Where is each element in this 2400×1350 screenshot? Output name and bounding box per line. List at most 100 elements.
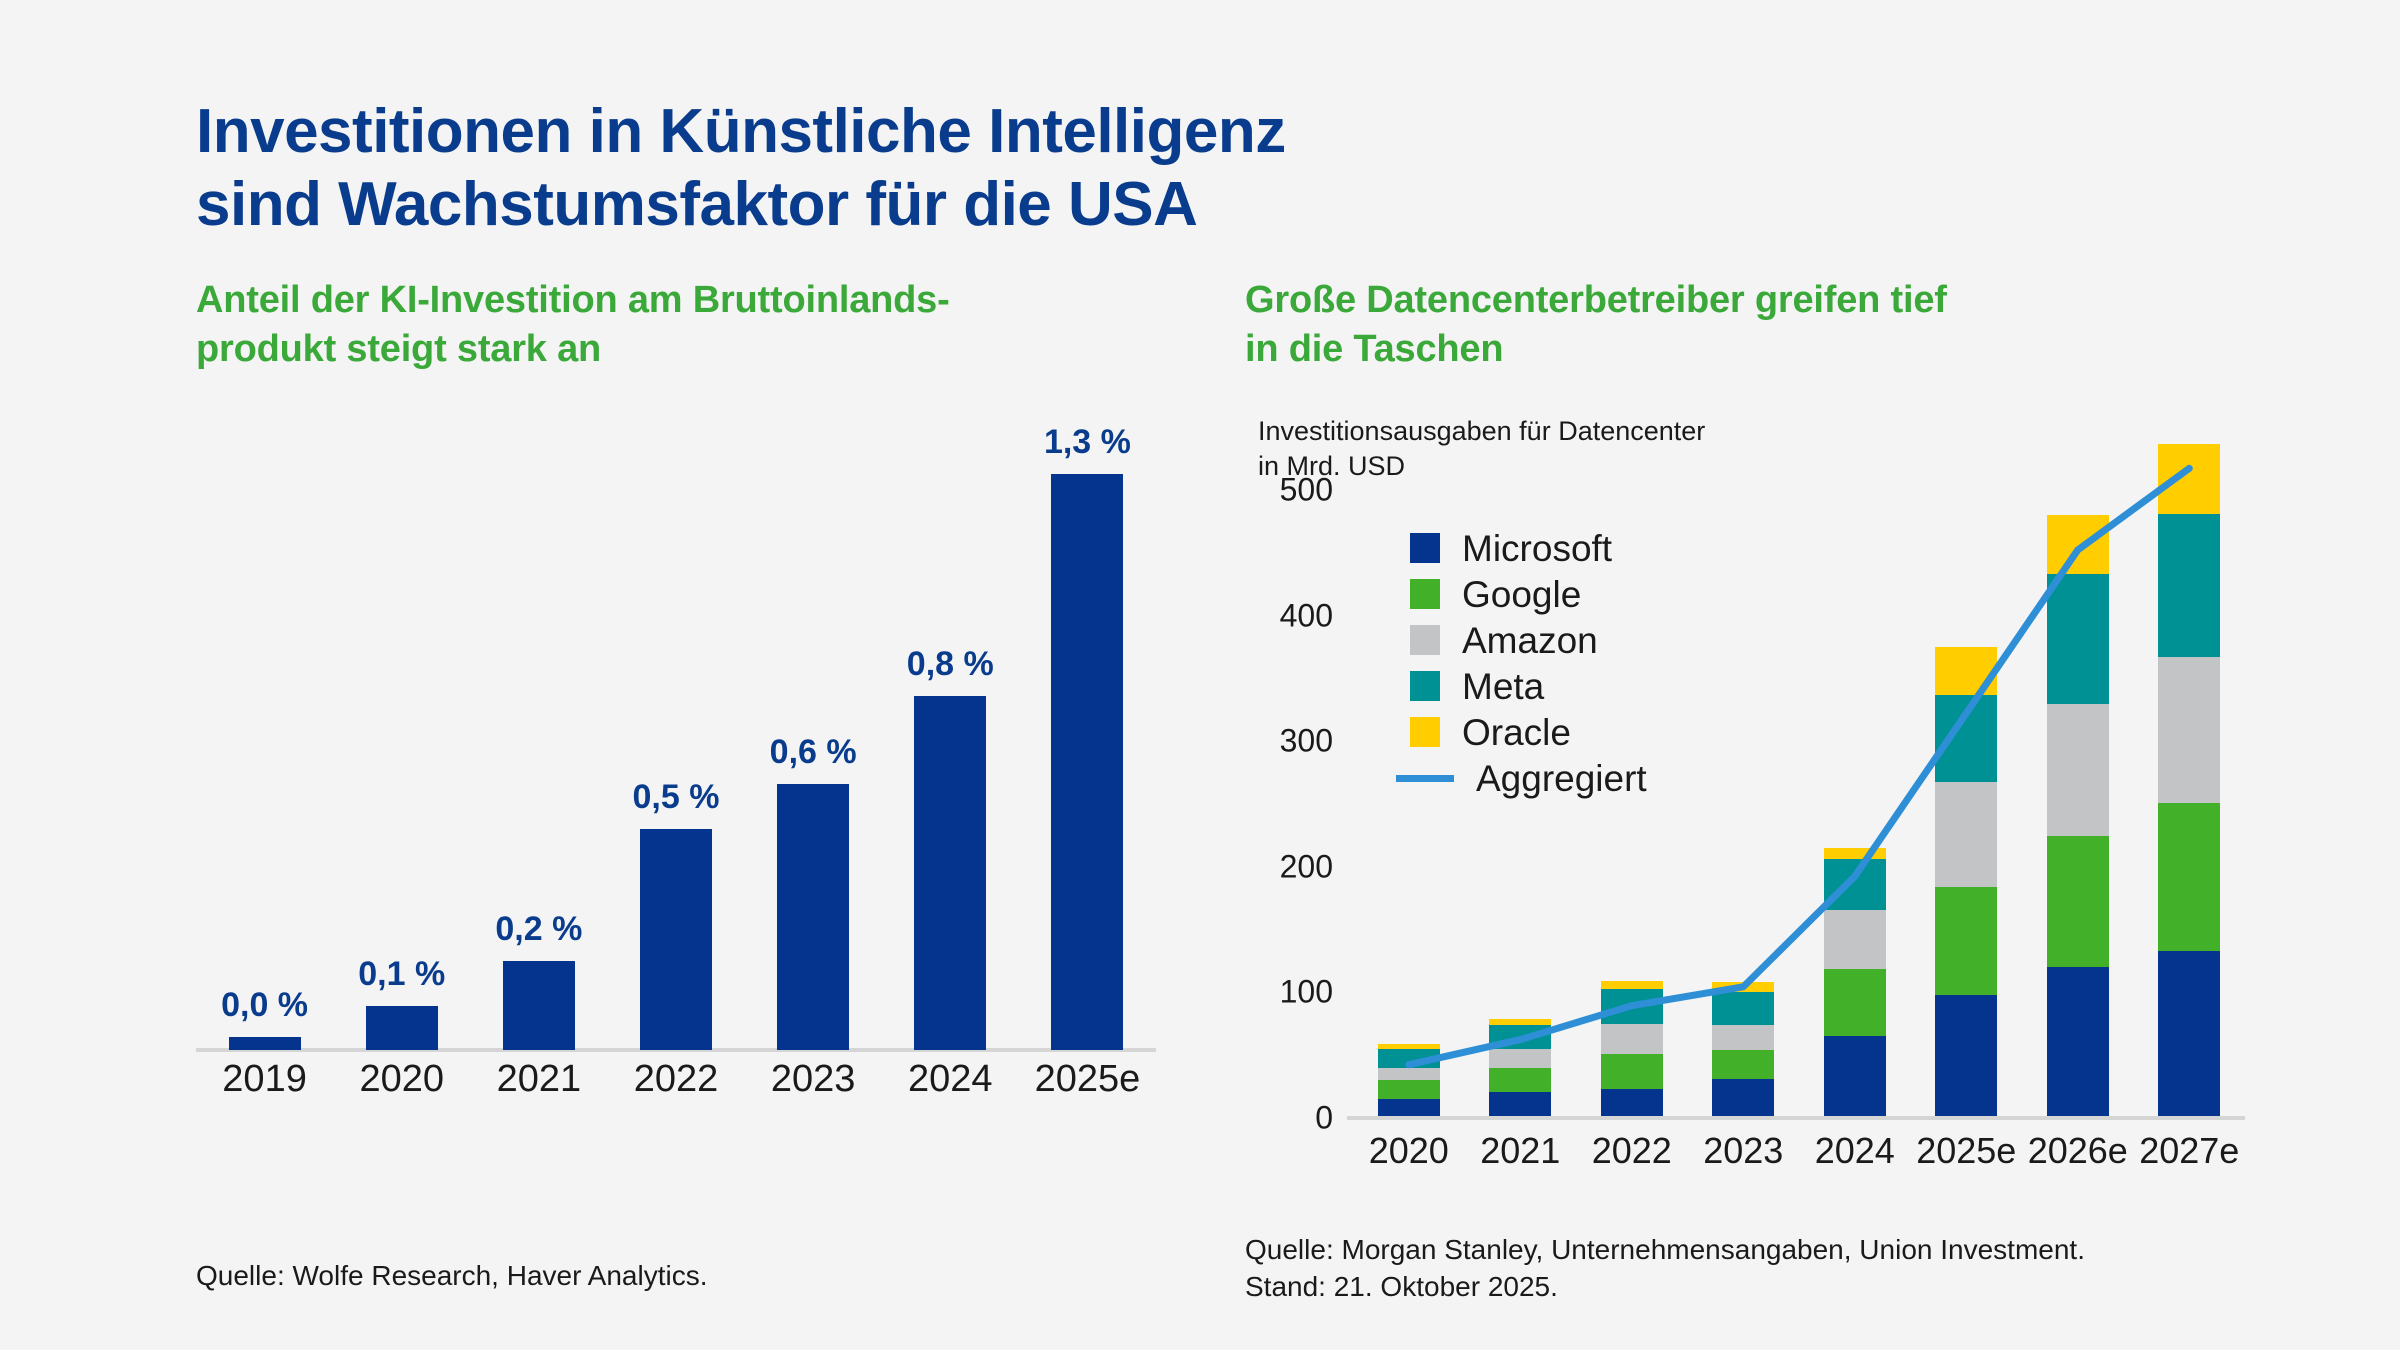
right-chart-x-label: 2021 — [1480, 1130, 1561, 1171]
right-chart-bar-segment-amazon — [1377, 1067, 1440, 1081]
right-chart-bar-segment-meta — [2158, 514, 2221, 658]
left-chart-bar-group: 0,0 % — [196, 430, 333, 1050]
right-chart-y-tick-label: 400 — [1279, 597, 1333, 634]
left-chart-bar-value: 0,5 % — [632, 778, 720, 816]
right-chart-bar-segment-amazon — [1600, 1023, 1663, 1054]
left-chart-subtitle-line-2: produkt steigt stark an — [196, 327, 602, 370]
legend-item-amazon: Amazon — [1410, 617, 1647, 663]
legend-item-label: Microsoft — [1462, 527, 1613, 569]
legend-item-label: Amazon — [1462, 619, 1598, 661]
right-chart-bar-segment-microsoft — [1823, 1036, 1886, 1118]
right-chart-x-axis — [1347, 1116, 2245, 1120]
right-chart-bar-segment-amazon — [1823, 909, 1886, 969]
legend-color-swatch — [1410, 579, 1440, 609]
right-chart-y-tick-label: 0 — [1315, 1099, 1333, 1136]
left-chart-bar-value: 0,8 % — [906, 645, 994, 683]
left-chart-bar-value: 0,0 % — [221, 986, 309, 1024]
left-chart-x-label: 2019 — [222, 1058, 307, 1100]
right-chart-bar-segment-microsoft — [1377, 1099, 1440, 1118]
right-chart-bar-segment-meta — [1935, 694, 1998, 782]
right-chart-axis-note-line-1: Investitionsausgaben für Datencenter — [1258, 416, 1706, 446]
legend-item-label: Meta — [1462, 665, 1545, 707]
right-chart-x-label: 2022 — [1591, 1130, 1672, 1171]
legend-item-label: Google — [1462, 573, 1582, 615]
right-chart-y-tick-label: 500 — [1279, 471, 1333, 508]
right-chart-bar-segment-meta — [1600, 988, 1663, 1024]
left-chart-x-label: 2025e — [1034, 1058, 1141, 1100]
page-title: Investitionen in Künstliche Intelligenz … — [196, 96, 1696, 241]
right-chart-bar-segment-meta — [1377, 1048, 1440, 1068]
right-chart-stacked-bar — [1600, 981, 1663, 1118]
left-chart-x-label: 2022 — [633, 1058, 719, 1100]
right-chart-bar-segment-meta — [2046, 574, 2109, 704]
left-chart-bar-group: 1,3 % — [1019, 423, 1156, 1050]
right-stacked-bar-chart: 0 100 200 300 400 500 2020 2021 2022 2023 2024 202… — [1245, 440, 2245, 1171]
right-chart-y-labels: 0 100 200 300 400 500 — [1245, 440, 1333, 1140]
legend-line-marker — [1396, 774, 1454, 782]
legend-color-swatch — [1410, 717, 1440, 747]
right-chart-x-labels: 2020 2021 2022 2023 2024 2025e 2026e 2027e — [1353, 1130, 2245, 1190]
right-chart-bar-segment-google — [1823, 968, 1886, 1037]
right-chart-stacked-bar — [1489, 1018, 1552, 1118]
left-chart-bar-value: 0,6 % — [769, 733, 857, 771]
left-chart-bar — [1051, 474, 1124, 1050]
right-chart-stacked-bar — [1712, 982, 1775, 1118]
left-chart-bar — [777, 784, 850, 1050]
left-chart-bar-group: 0,6 % — [745, 430, 882, 1050]
legend-color-swatch — [1410, 625, 1440, 655]
right-chart-bar-segment-oracle — [2046, 515, 2109, 575]
right-chart-bar-segment-oracle — [1823, 848, 1886, 860]
right-chart-bar-segment-amazon — [2046, 703, 2109, 836]
left-chart-bars: 0,0 % 0,1 % 0,2 % 0,5 % 0,6 % 0,8 % 1,3 % — [196, 423, 1156, 1050]
right-chart-bar-segment-google — [2046, 835, 2109, 968]
left-chart-x-axis — [196, 1048, 1156, 1052]
right-chart-bar-segment-oracle — [1935, 647, 1998, 695]
right-chart-stacked-bar — [1823, 848, 1886, 1118]
right-chart-bar-segment-amazon — [2158, 657, 2221, 803]
right-chart-bar-segment-microsoft — [2158, 951, 2221, 1118]
right-chart-source: Quelle: Morgan Stanley, Unternehmensanga… — [1245, 1232, 2085, 1306]
right-chart-bar-segment-amazon — [1489, 1048, 1552, 1068]
left-bar-chart: 0,0 % 0,1 % 0,2 % 0,5 % 0,6 % 0,8 % 1,3 % 2019… — [196, 390, 1156, 1130]
right-chart-y-tick-label: 200 — [1279, 848, 1333, 885]
right-chart-bar-segment-oracle — [1600, 981, 1663, 989]
left-chart-bar — [639, 829, 712, 1050]
right-chart-source-line-1: Quelle: Morgan Stanley, Unternehmensanga… — [1245, 1234, 2085, 1265]
right-chart-stacked-bar — [1377, 1043, 1440, 1118]
right-chart-stacked-bar — [2046, 515, 2109, 1118]
right-chart-panel: Große Datencenterbetreiber greifen tief … — [1245, 276, 2245, 373]
left-chart-bar — [914, 696, 987, 1050]
right-chart-subtitle-line-2: in die Taschen — [1245, 327, 1504, 370]
right-chart-bar-segment-google — [2158, 802, 2221, 952]
left-chart-x-label: 2023 — [770, 1058, 856, 1100]
right-chart-legend: Microsoft Google Amazon Meta Oracle Aggregier… — [1396, 525, 1647, 801]
left-chart-x-label: 2024 — [908, 1058, 993, 1100]
right-chart-bar-segment-oracle — [2158, 443, 2221, 515]
left-chart-x-label: 2020 — [359, 1058, 444, 1100]
left-chart-bar-group: 0,5 % — [607, 430, 744, 1050]
right-chart-y-tick-label: 100 — [1279, 973, 1333, 1010]
legend-item-aggregiert: Aggregiert — [1396, 755, 1647, 801]
right-chart-x-label: 2026e — [2027, 1130, 2128, 1171]
page-title-line-2: sind Wachstumsfaktor für die USA — [196, 169, 1198, 239]
right-chart-bar-segment-google — [1377, 1080, 1440, 1100]
legend-item-microsoft: Microsoft — [1410, 525, 1647, 571]
right-chart-bar-segment-amazon — [1935, 781, 1998, 887]
right-chart-bar-segment-microsoft — [1489, 1091, 1552, 1118]
left-chart-panel: Anteil der KI-Investition am Bruttoinlan… — [196, 276, 1196, 373]
legend-item-google: Google — [1410, 571, 1647, 617]
right-chart-bar-segment-amazon — [1712, 1025, 1775, 1051]
left-chart-bar — [228, 1037, 301, 1050]
legend-item-meta: Meta — [1410, 663, 1647, 709]
right-chart-axis-note: Investitionsausgaben für Datencenter in … — [1258, 414, 1705, 484]
right-chart-stacked-bar — [2158, 443, 2221, 1118]
legend-color-swatch — [1410, 533, 1440, 563]
page-title-line-1: Investitionen in Künstliche Intelligenz — [196, 97, 1286, 166]
right-chart-axis-note-line-2: in Mrd. USD — [1258, 451, 1406, 482]
right-chart-bar-segment-google — [1600, 1053, 1663, 1090]
left-chart-subtitle: Anteil der KI-Investition am Bruttoinlan… — [196, 276, 1196, 373]
right-chart-stacked-bar — [1935, 647, 1998, 1118]
left-chart-x-label: 2021 — [496, 1058, 582, 1100]
left-chart-bar-value: 1,3 % — [1043, 423, 1131, 461]
